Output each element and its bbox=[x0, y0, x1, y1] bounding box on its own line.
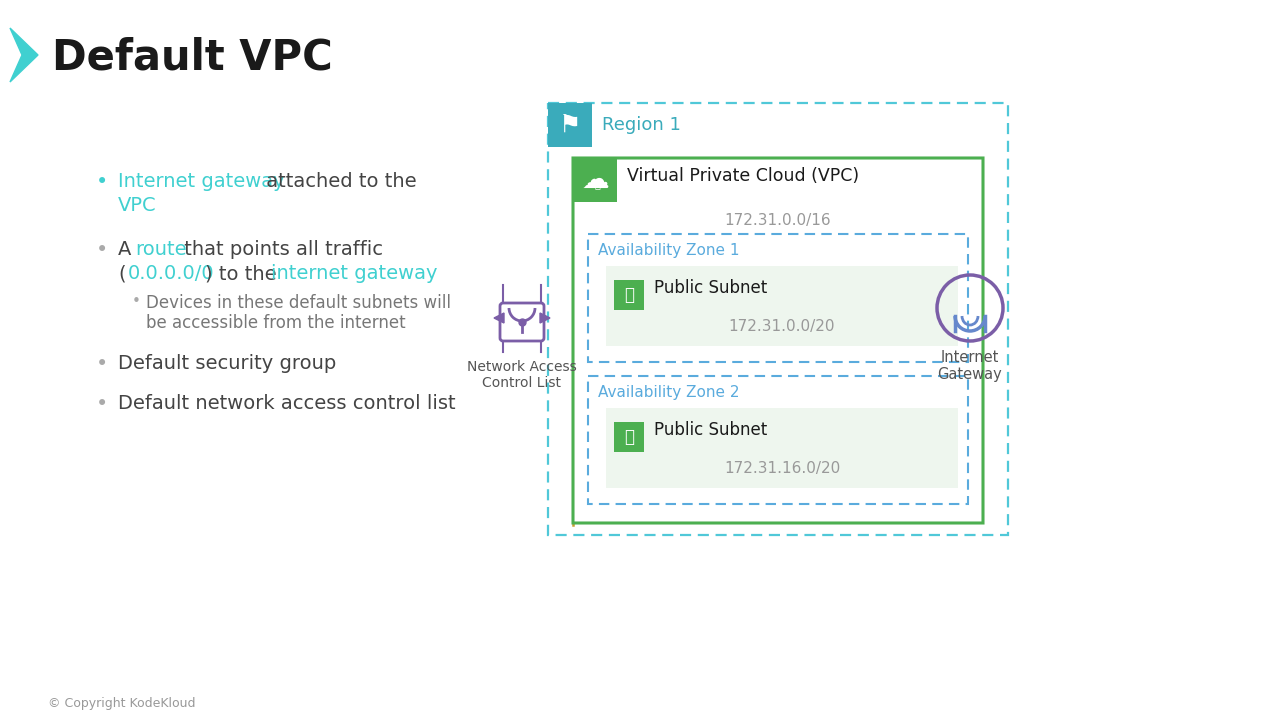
FancyBboxPatch shape bbox=[605, 408, 957, 488]
Text: Network Access
Control List: Network Access Control List bbox=[467, 360, 577, 390]
FancyBboxPatch shape bbox=[614, 280, 644, 310]
Text: (: ( bbox=[118, 264, 125, 283]
Text: 172.31.16.0/20: 172.31.16.0/20 bbox=[724, 461, 840, 475]
FancyBboxPatch shape bbox=[573, 158, 983, 523]
Text: Public Subnet: Public Subnet bbox=[654, 421, 767, 439]
Text: 172.31.0.0/16: 172.31.0.0/16 bbox=[724, 212, 831, 228]
Polygon shape bbox=[494, 313, 504, 323]
Text: VPC: VPC bbox=[118, 196, 156, 215]
Text: •: • bbox=[96, 394, 109, 414]
Text: Region 1: Region 1 bbox=[602, 116, 681, 134]
Text: be accessible from the internet: be accessible from the internet bbox=[146, 314, 406, 332]
Text: 🔒: 🔒 bbox=[594, 179, 600, 189]
Text: •: • bbox=[96, 240, 109, 260]
Text: Availability Zone 2: Availability Zone 2 bbox=[598, 384, 740, 400]
Text: •: • bbox=[132, 294, 141, 309]
Text: A: A bbox=[118, 240, 138, 259]
Text: Default network access control list: Default network access control list bbox=[118, 394, 456, 413]
FancyBboxPatch shape bbox=[614, 422, 644, 452]
FancyBboxPatch shape bbox=[605, 266, 957, 346]
Text: Virtual Private Cloud (VPC): Virtual Private Cloud (VPC) bbox=[627, 167, 859, 185]
Text: 🔒: 🔒 bbox=[625, 428, 634, 446]
Text: 172.31.0.0/20: 172.31.0.0/20 bbox=[728, 318, 836, 333]
Text: attached to the: attached to the bbox=[260, 172, 416, 191]
Text: Default security group: Default security group bbox=[118, 354, 337, 373]
Text: Internet gateway: Internet gateway bbox=[118, 172, 284, 191]
Text: 🔒: 🔒 bbox=[625, 286, 634, 304]
FancyBboxPatch shape bbox=[500, 303, 544, 341]
Text: Devices in these default subnets will: Devices in these default subnets will bbox=[146, 294, 451, 312]
Text: •: • bbox=[96, 172, 109, 192]
Text: Internet
Gateway: Internet Gateway bbox=[938, 350, 1002, 382]
Text: route: route bbox=[134, 240, 187, 259]
Polygon shape bbox=[540, 313, 550, 323]
Text: © Copyright KodeKloud: © Copyright KodeKloud bbox=[49, 697, 196, 710]
FancyBboxPatch shape bbox=[588, 234, 968, 362]
Text: Availability Zone 1: Availability Zone 1 bbox=[598, 243, 740, 258]
Text: ⚑: ⚑ bbox=[559, 113, 581, 137]
FancyBboxPatch shape bbox=[548, 103, 1009, 535]
Text: that points all traffic: that points all traffic bbox=[178, 240, 383, 259]
FancyBboxPatch shape bbox=[573, 158, 617, 202]
FancyBboxPatch shape bbox=[588, 376, 968, 504]
Text: Default VPC: Default VPC bbox=[52, 36, 333, 78]
Polygon shape bbox=[10, 28, 38, 82]
FancyBboxPatch shape bbox=[548, 103, 591, 147]
Text: ) to the: ) to the bbox=[205, 264, 283, 283]
Text: 0.0.0.0/0: 0.0.0.0/0 bbox=[128, 264, 215, 283]
Text: internet gateway: internet gateway bbox=[271, 264, 438, 283]
Text: ☁: ☁ bbox=[581, 166, 609, 194]
Text: Public Subnet: Public Subnet bbox=[654, 279, 767, 297]
Text: •: • bbox=[96, 354, 109, 374]
